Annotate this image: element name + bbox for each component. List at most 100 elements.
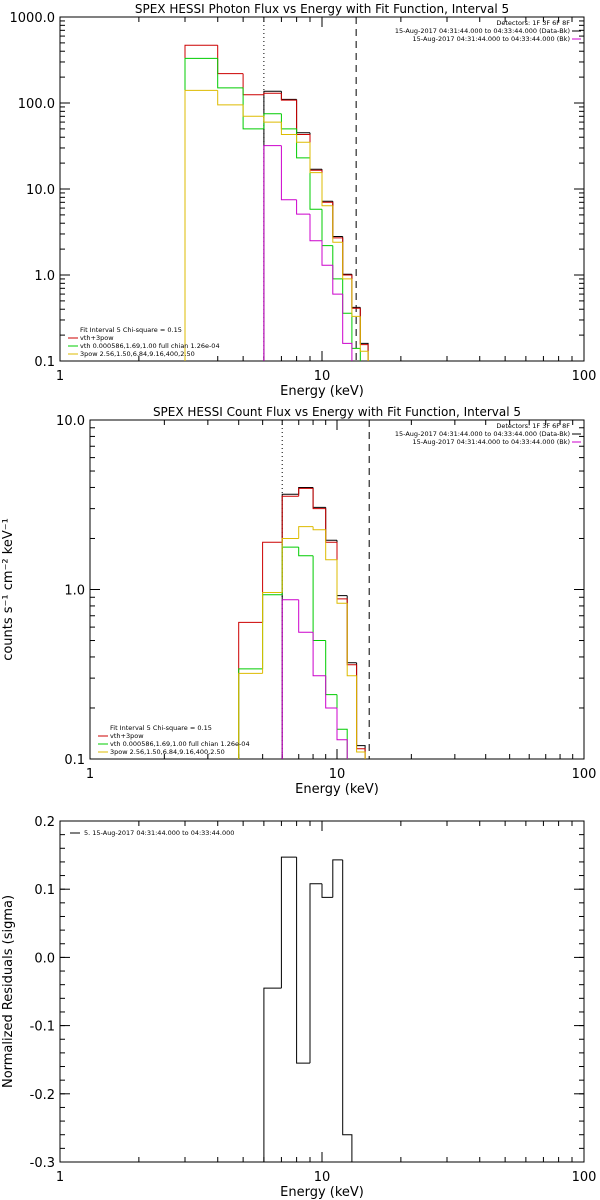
y-tick-label: 10.0 (56, 414, 85, 429)
series-1 (184, 44, 369, 361)
bin-step (332, 201, 343, 237)
legend-text: 5. 15-Aug-2017 04:31:44.000 to 04:33:44.… (84, 829, 234, 837)
info-legend-text: 15-Aug-2017 04:31:44.000 to 04:33:44.000… (413, 35, 570, 43)
y-tick-label: -0.1 (30, 1020, 55, 1035)
bin-step (281, 495, 299, 543)
bin-step (359, 308, 369, 361)
bin-step (263, 90, 282, 361)
bin-step (325, 640, 337, 696)
bin-step (359, 307, 369, 361)
bin-step (280, 93, 297, 101)
x-tick-label: 10 (329, 767, 346, 782)
bin-step (312, 555, 326, 641)
bin-step (346, 595, 357, 664)
bin-step (296, 199, 310, 215)
bin-step (281, 599, 299, 759)
bin-step (336, 540, 348, 597)
bin-step (281, 538, 299, 593)
fit-legend-text: Fit Interval 5 Chi-square = 0.15 (80, 326, 182, 334)
bin-step (356, 664, 366, 759)
fit-legend-text: vth+3pow (110, 732, 144, 740)
bin-step (262, 541, 283, 623)
y-tick-label: -0.3 (30, 1156, 55, 1171)
bin-step (184, 44, 218, 361)
bin-step (281, 546, 299, 595)
y-tick-label: 0.0 (34, 951, 55, 966)
bin-step (280, 113, 297, 130)
bin-step (359, 316, 369, 361)
bin-step (342, 294, 353, 361)
bin-step (309, 883, 322, 1064)
bin-step (263, 145, 282, 361)
bin-step (325, 675, 337, 709)
series-0 (263, 856, 353, 1162)
bin-step (342, 237, 352, 276)
y-tick-label: 0.2 (34, 815, 55, 830)
bin-step (309, 132, 322, 170)
y-tick-label: 10.0 (26, 183, 55, 198)
bin-step (312, 632, 326, 677)
bin-step (351, 313, 361, 361)
fit-legend-text: vth+3pow (80, 334, 114, 342)
bin-step (321, 170, 333, 203)
x-tick-label: 10 (314, 1170, 331, 1185)
plot-frame (59, 820, 585, 1163)
bin-step (309, 157, 322, 210)
series-4 (281, 599, 348, 759)
panel-1: SPEX HESSI Photon Flux vs Energy with Fi… (10, 2, 597, 399)
x-axis-label: Energy (keV) (280, 1185, 364, 1200)
series-0 (281, 487, 366, 759)
bin-step (325, 508, 337, 543)
bin-step (336, 542, 348, 600)
fit-legend-text: Fit Interval 5 Chi-square = 0.15 (110, 724, 212, 732)
bin-step (184, 57, 218, 361)
bin-step (263, 987, 282, 1162)
panel-3: 1 10 100 Energy (keV) -0.3 -0.2 -0.1 0.0 0.1 0.2 N… (1, 815, 596, 1200)
bin-step (296, 857, 310, 1064)
fit-legend-text: 3pow 2.56,1.50,6.84,9.16,400,2.50 (80, 350, 195, 358)
x-tick-label: 1 (56, 369, 64, 384)
bin-step (346, 603, 357, 677)
bin-step (280, 122, 297, 135)
info-legend-text: 15-Aug-2017 04:31:44.000 to 04:33:44.000… (395, 430, 570, 438)
info-legend-text: Detectors: 1F 3F 6F 8F (496, 19, 570, 27)
bin-step (336, 708, 348, 759)
series-3 (184, 89, 369, 361)
bin-step (296, 134, 310, 143)
fit-legend-text: vth 0.000586,1.69,1.00 full chian 1.26e-… (110, 740, 250, 748)
bin-step (238, 621, 263, 759)
series-0 (263, 90, 369, 361)
x-axis-label: Energy (keV) (295, 782, 379, 797)
bin-step (298, 487, 314, 497)
bin-step (342, 859, 353, 1162)
x-tick-label: 100 (572, 369, 597, 384)
bin-step (312, 488, 326, 510)
series-1 (238, 487, 366, 759)
info-legend-text: 15-Aug-2017 04:31:44.000 to 04:33:44.000… (395, 27, 570, 35)
bin-step (356, 675, 366, 759)
bin-step (296, 99, 310, 134)
bin-step (184, 89, 218, 361)
bin-step (332, 265, 343, 295)
bin-step (312, 526, 326, 531)
y-axis-label: counts s⁻¹ cm⁻² keV⁻¹ (1, 518, 16, 661)
bin-step (262, 592, 283, 674)
y-tick-label: 1000.0 (10, 11, 56, 26)
y-tick-label: -0.2 (30, 1088, 55, 1103)
bin-step (242, 73, 264, 96)
bin-step (351, 275, 361, 309)
x-tick-label: 1 (56, 1170, 64, 1185)
x-tick-label: 100 (572, 767, 597, 782)
bin-step (242, 104, 264, 117)
y-tick-label: 100.0 (18, 97, 55, 112)
chart-title: SPEX HESSI Photon Flux vs Energy with Fi… (135, 2, 509, 16)
x-tick-label: 100 (572, 1170, 597, 1185)
bin-step (263, 92, 282, 95)
bin-step (325, 507, 337, 541)
bin-step (281, 493, 299, 759)
fit-legend-text: vth 0.000586,1.69,1.00 full chian 1.26e-… (80, 342, 220, 350)
bin-step (312, 487, 326, 508)
bin-step (325, 529, 337, 561)
bin-step (280, 91, 297, 100)
